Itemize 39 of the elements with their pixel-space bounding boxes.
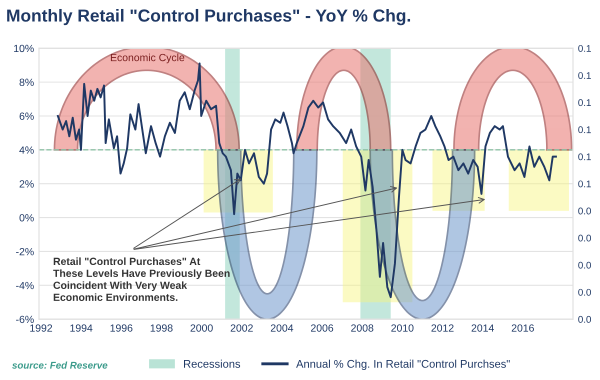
y2-tick-label: 0.0 xyxy=(578,316,591,323)
y-tick-label: 10% xyxy=(14,44,34,52)
y-tick-label: 4% xyxy=(19,146,34,154)
y-tick-label: -6% xyxy=(16,316,34,324)
chart-title: Monthly Retail "Control Purchases" - YoY % Chg. xyxy=(7,8,410,26)
y2-tick-label: 0.1 xyxy=(578,72,591,79)
x-tick-label: 2016 xyxy=(512,324,534,332)
y2-tick-label: 0.1 xyxy=(578,153,591,160)
y2-tick-label: 0.0 xyxy=(578,288,591,296)
x-tick-label: 2002 xyxy=(230,324,253,332)
y2-tick-label: 0.1 xyxy=(578,126,591,134)
y-tick-label: -4% xyxy=(16,282,34,290)
x-tick-label: 2012 xyxy=(431,324,454,332)
x-tick-label: 1996 xyxy=(110,324,132,332)
y2-tick-label: 0.1 xyxy=(578,99,591,106)
y-tick-label: 0% xyxy=(19,214,34,222)
x-tick-label: 1998 xyxy=(150,324,173,332)
y2-tick-label: 0.0 xyxy=(578,208,591,214)
x-tick-label: 2010 xyxy=(391,324,414,332)
y2-tick-label: 0.1 xyxy=(578,180,591,188)
annotation: Economic Cycle xyxy=(110,54,184,64)
y2-tick-label: 0.0 xyxy=(578,234,591,242)
y-tick-label: -2% xyxy=(16,248,34,256)
legend-label: Annual % Chg. In Retail "Control Purchses" xyxy=(296,360,510,370)
y2-tick-label: 0.1 xyxy=(578,44,591,52)
legend-label: Recessions xyxy=(184,360,240,368)
x-tick-label: 2004 xyxy=(270,324,294,332)
annotation: Retail "Control Purchases" At These Levels Have Previously Been Coincident With Very Weak Economic Environments. xyxy=(53,257,230,301)
x-tick-label: 1992 xyxy=(30,324,52,332)
y-tick-label: 2% xyxy=(20,180,34,188)
x-tick-label: 2008 xyxy=(351,324,374,332)
x-tick-label: 1994 xyxy=(70,324,92,332)
y-tick-label: 6% xyxy=(20,112,34,120)
x-tick-label: 2006 xyxy=(311,324,334,332)
source-note: source: Fed Reserve xyxy=(12,362,108,369)
y2-tick-label: 0.0 xyxy=(578,262,591,269)
y-tick-label: 8% xyxy=(20,78,34,86)
x-tick-label: 2014 xyxy=(472,324,494,332)
x-tick-label: 2000 xyxy=(190,324,213,332)
